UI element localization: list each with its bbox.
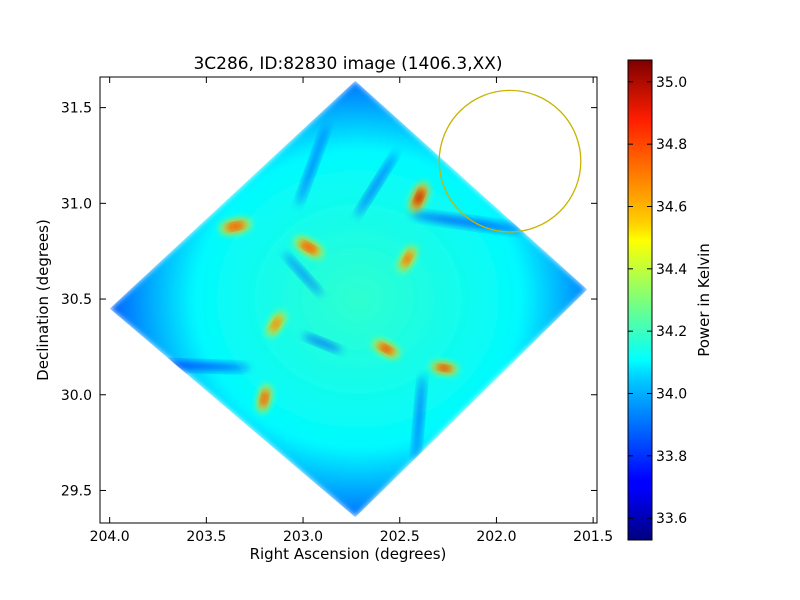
colorbar bbox=[627, 59, 653, 541]
x-tick-label: 203.0 bbox=[283, 529, 323, 545]
lobe-core bbox=[415, 190, 423, 205]
cold-streak-12 bbox=[414, 374, 424, 461]
lobe-core bbox=[302, 243, 316, 252]
colorbar-tick-label: 35.0 bbox=[656, 75, 687, 91]
x-tick-label: 202.0 bbox=[476, 529, 516, 545]
streak-body bbox=[297, 124, 328, 206]
coverage-region bbox=[109, 80, 588, 518]
lobe-core bbox=[438, 365, 451, 371]
colorbar-label: Power in Kelvin bbox=[695, 243, 713, 357]
cold-streak-9 bbox=[356, 151, 397, 217]
y-axis-ticks: 29.5 30.0 30.5 31.0 31.5 bbox=[61, 101, 597, 499]
streak-body bbox=[356, 151, 397, 217]
hot-lobe-6 bbox=[430, 362, 458, 374]
streak-body bbox=[410, 213, 525, 232]
coverage-base bbox=[109, 80, 588, 518]
colorbar-tick-label: 34.6 bbox=[656, 199, 687, 215]
lobe-core bbox=[272, 318, 280, 330]
chart-title: 3C286, ID:82830 image (1406.3,XX) bbox=[193, 54, 502, 74]
hot-lobe-1 bbox=[294, 237, 324, 258]
colorbar-tick-label: 33.6 bbox=[656, 511, 687, 527]
streak-body bbox=[302, 334, 342, 352]
y-axis-label: Declination (degrees) bbox=[34, 219, 52, 381]
y-tick-label: 30.5 bbox=[61, 292, 92, 308]
colorbar-tick-label: 34.2 bbox=[656, 324, 687, 340]
colorbar-ticks: 33.6 33.8 34.0 34.2 34.4 34.6 34.8 35.0 bbox=[628, 75, 687, 527]
x-axis-label: Right Ascension (degrees) bbox=[250, 545, 447, 563]
hot-lobe-2 bbox=[410, 182, 429, 213]
lobe-core bbox=[261, 392, 267, 405]
cold-streak-10 bbox=[410, 213, 525, 232]
colorbar-tick-label: 34.4 bbox=[656, 262, 687, 278]
colorbar-tick-label: 34.0 bbox=[656, 387, 687, 403]
cold-streak-14 bbox=[302, 334, 342, 352]
colorbar-tick-label: 34.8 bbox=[656, 137, 687, 153]
hot-lobe-5 bbox=[373, 340, 400, 358]
x-axis-ticks: 204.0 203.5 203.0 202.5 202.0 201.5 bbox=[90, 77, 613, 545]
lobe-core bbox=[403, 253, 412, 265]
x-tick-label: 201.5 bbox=[573, 529, 613, 545]
streak-body bbox=[283, 252, 323, 296]
lobe-core bbox=[228, 223, 243, 229]
lobe-core bbox=[380, 345, 392, 353]
hot-lobe-4 bbox=[266, 311, 286, 337]
cold-streak-8 bbox=[297, 124, 328, 206]
circle-marker bbox=[438, 89, 582, 233]
y-tick-label: 31.5 bbox=[61, 101, 92, 117]
y-tick-label: 31.0 bbox=[61, 196, 92, 212]
streak-body bbox=[414, 374, 424, 461]
hot-lobe-0 bbox=[219, 218, 252, 234]
sky-image bbox=[109, 80, 588, 518]
hot-lobe-7 bbox=[257, 384, 272, 413]
x-tick-label: 203.5 bbox=[186, 529, 226, 545]
plot-area bbox=[109, 80, 588, 518]
x-tick-label: 204.0 bbox=[90, 529, 130, 545]
colorbar-tick-label: 33.8 bbox=[656, 449, 687, 465]
x-tick-label: 202.5 bbox=[380, 529, 420, 545]
y-tick-label: 30.0 bbox=[61, 388, 92, 404]
axes-frame bbox=[99, 76, 598, 524]
y-tick-label: 29.5 bbox=[61, 483, 92, 499]
hot-lobe-3 bbox=[398, 246, 417, 272]
cold-streak-13 bbox=[283, 252, 323, 296]
